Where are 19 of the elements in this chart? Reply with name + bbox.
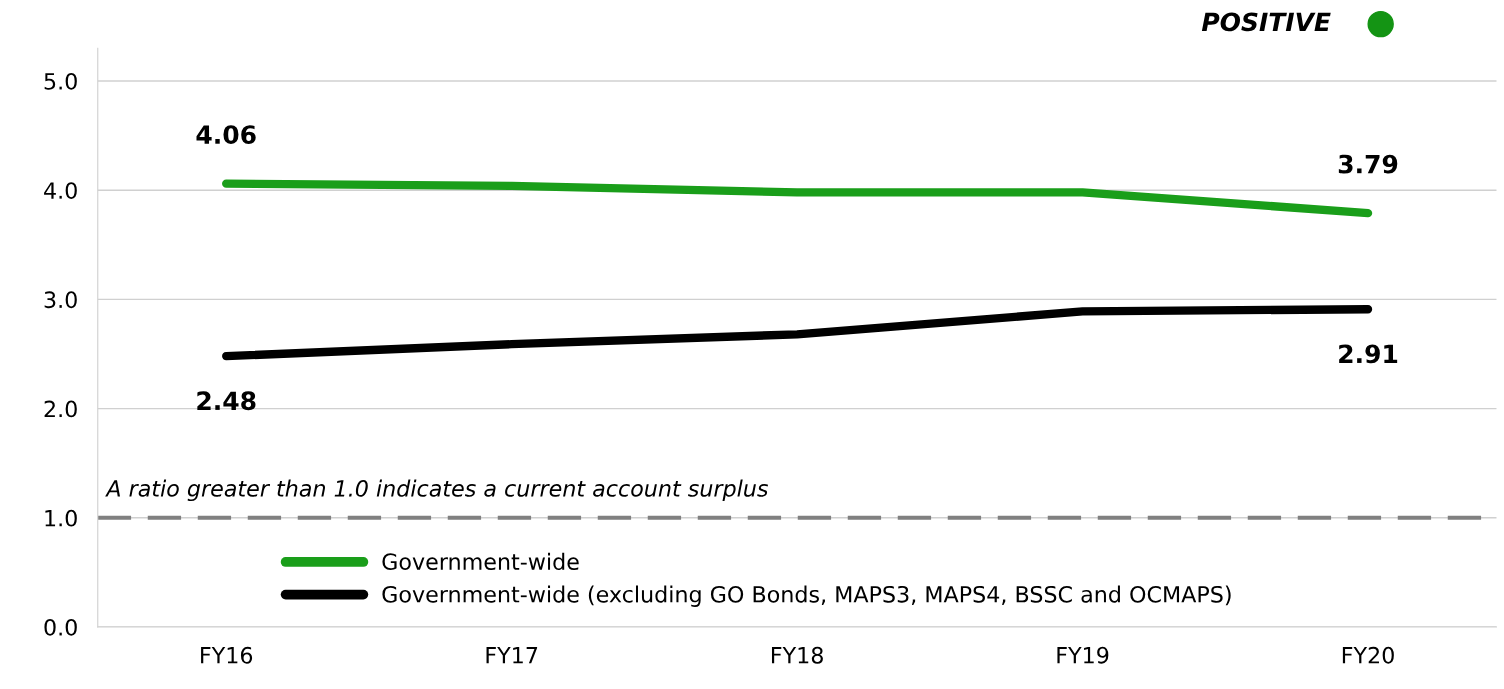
data-label: 3.79 (1338, 154, 1398, 174)
y-tick-label: 3.0 (44, 291, 77, 309)
y-tick-label: 2.0 (44, 400, 77, 418)
data-label: 2.91 (1339, 344, 1398, 364)
legend-label: Government-wide (excluding GO Bonds, MAPS3, MAPS4, BSSC and OCMAPS) (382, 585, 1231, 607)
x-tick-label: FY19 (1057, 646, 1109, 664)
y-tick-label: 1.0 (45, 509, 77, 527)
legend-label: Government-wide (382, 552, 579, 571)
y-tick-label: 0.0 (44, 618, 77, 636)
x-tick-label: FY18 (771, 646, 823, 664)
y-tick-label: 4.0 (44, 182, 77, 199)
data-label: 4.06 (196, 125, 256, 145)
data-label: 2.48 (197, 391, 256, 411)
y-tick-label: 5.0 (44, 72, 77, 90)
x-tick-label: FY20 (1342, 646, 1394, 664)
text: POSITIVE (1201, 12, 1331, 32)
x-tick-label: FY16 (201, 646, 253, 664)
x-tick-label: FY17 (486, 647, 538, 664)
ref-line-label: A ratio greater than 1.0 indicates a current account surplus (105, 479, 769, 502)
